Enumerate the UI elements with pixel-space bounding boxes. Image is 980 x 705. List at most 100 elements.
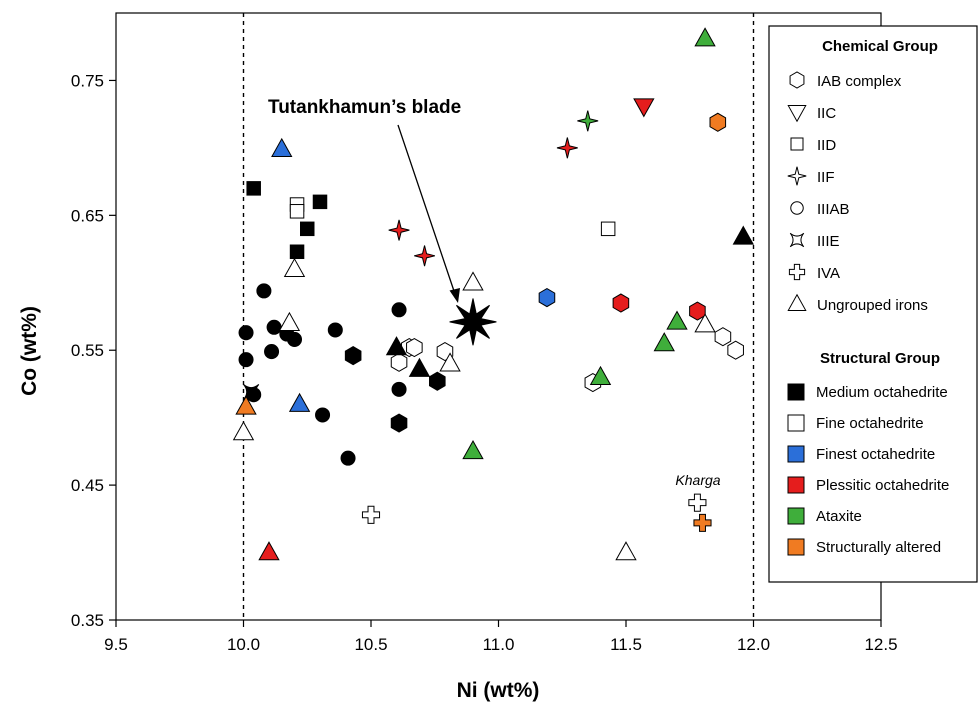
legend-marker-star4 bbox=[787, 166, 807, 186]
data-point-15 bbox=[315, 407, 331, 423]
legend-marker-square bbox=[790, 137, 804, 151]
data-point-58 bbox=[653, 332, 675, 352]
legend-structural-label: Finest octahedrite bbox=[816, 446, 935, 463]
plot-frame bbox=[115, 12, 882, 621]
data-point-19 bbox=[340, 450, 356, 466]
legend-structural-title: Structural Group bbox=[820, 350, 940, 367]
y-tick-label: 0.35 bbox=[71, 611, 104, 630]
y-tick-label: 0.75 bbox=[71, 71, 104, 90]
annotations: Tutankhamun’s blade Kharga bbox=[268, 97, 721, 488]
data-point-28 bbox=[714, 327, 732, 347]
data-point-31 bbox=[612, 293, 630, 313]
data-point-5 bbox=[289, 204, 305, 219]
data-point-0 bbox=[246, 181, 261, 196]
data-point-61 bbox=[258, 541, 280, 561]
legend-swatch bbox=[787, 383, 805, 401]
data-point-18 bbox=[391, 381, 407, 397]
data-point-10 bbox=[266, 319, 282, 335]
legend-chemical-label: IIIE bbox=[817, 233, 840, 250]
data-point-3 bbox=[289, 244, 305, 260]
data-point-11 bbox=[264, 344, 280, 360]
legend-marker-circle bbox=[790, 201, 804, 215]
data-point-57 bbox=[666, 310, 688, 330]
data-point-51 bbox=[439, 352, 461, 372]
data-point-1 bbox=[312, 194, 328, 210]
legend-structural-label: Structurally altered bbox=[816, 539, 941, 556]
x-tick-label: 12.0 bbox=[737, 635, 770, 654]
x-tick-label: 10.5 bbox=[354, 635, 387, 654]
data-point-25 bbox=[406, 337, 423, 358]
legend-structural-label: Fine octahedrite bbox=[816, 415, 924, 432]
data-point-22 bbox=[429, 371, 446, 391]
data-point-46 bbox=[283, 257, 306, 278]
data-point-34 bbox=[633, 98, 655, 118]
legend-structural-label: Medium octahedrite bbox=[816, 384, 948, 401]
data-point-23 bbox=[390, 352, 408, 372]
x-tick-label: 9.5 bbox=[104, 635, 128, 654]
data-point-16 bbox=[327, 322, 343, 338]
data-point-59 bbox=[694, 313, 716, 333]
legend-swatch bbox=[787, 507, 805, 525]
legend-marker-concave bbox=[789, 232, 805, 248]
legend-chemical-label: IVA bbox=[817, 265, 840, 282]
data-point-9 bbox=[238, 352, 254, 368]
legend-marker-triangle bbox=[787, 293, 807, 311]
data-point-60 bbox=[615, 541, 637, 561]
data-point-20 bbox=[344, 346, 362, 366]
x-axis-label: Ni (wt%) bbox=[457, 679, 540, 702]
y-axis-label: Co (wt%) bbox=[18, 306, 41, 396]
legend-swatch bbox=[787, 476, 805, 494]
legend-chemical-label: Ungrouped irons bbox=[817, 297, 928, 314]
data-point-36 bbox=[556, 137, 578, 159]
annotation-kharga: Kharga bbox=[675, 472, 720, 488]
data-point-2 bbox=[300, 221, 315, 237]
legend-chemical-label: IID bbox=[817, 137, 836, 154]
legend-chemical-items: IAB complex IIC IID IIF IIIAB IIIE IVA Ungroupe… bbox=[787, 71, 928, 314]
x-tick-label: 12.5 bbox=[864, 635, 897, 654]
legend-marker-triangle-down bbox=[787, 105, 807, 123]
data-point-41 bbox=[688, 493, 707, 512]
legend-chemical-label: IIIAB bbox=[817, 201, 850, 218]
data-point-6 bbox=[600, 221, 616, 237]
legend-marker-hexagon bbox=[789, 71, 805, 89]
reference-lines bbox=[242, 13, 755, 620]
data-point-17 bbox=[391, 302, 407, 318]
x-tick-label: 10.0 bbox=[227, 635, 260, 654]
data-point-53 bbox=[235, 395, 257, 415]
data-point-29 bbox=[727, 340, 744, 360]
data-point-39 bbox=[243, 383, 260, 401]
data-point-47 bbox=[278, 311, 301, 331]
legend-chemical-label: IIF bbox=[817, 169, 835, 186]
data-point-40 bbox=[361, 505, 381, 524]
data-point-48 bbox=[385, 336, 408, 356]
x-tick-label: 11.5 bbox=[610, 635, 642, 654]
legend-chemical-label: IIC bbox=[817, 105, 836, 122]
legend-swatch bbox=[787, 538, 805, 556]
data-point-56 bbox=[589, 365, 612, 385]
data-point-32 bbox=[689, 301, 706, 321]
annotation-arrowhead bbox=[449, 288, 460, 303]
data-point-52 bbox=[288, 392, 311, 412]
legend-structural-label: Ataxite bbox=[816, 508, 862, 525]
data-point-55 bbox=[462, 440, 484, 460]
data-point-44 bbox=[732, 225, 754, 245]
data-point-43 bbox=[694, 27, 716, 47]
x-tick-label: 11.0 bbox=[483, 635, 515, 654]
data-point-50 bbox=[462, 271, 484, 291]
data-point-13 bbox=[286, 331, 303, 347]
data-points bbox=[232, 27, 754, 561]
x-axis-ticks: 9.5 10.0 10.5 11.0 11.5 12.0 12.5 bbox=[104, 620, 898, 654]
legend: Chemical Group IAB complex IIC IID IIF IIIAB… bbox=[768, 25, 978, 583]
legend-chemical-label: IAB complex bbox=[817, 73, 902, 90]
annotation-tutankhamun-blade: Tutankhamun’s blade bbox=[268, 97, 461, 118]
data-point-35 bbox=[577, 110, 599, 132]
annotation-arrow bbox=[397, 124, 456, 295]
legend-swatch bbox=[787, 445, 805, 463]
data-point-33 bbox=[709, 112, 727, 132]
data-point-7 bbox=[256, 283, 272, 299]
data-point-21 bbox=[390, 413, 408, 433]
legend-swatch bbox=[787, 414, 805, 432]
y-axis-ticks: 0.35 0.45 0.55 0.65 0.75 bbox=[71, 71, 116, 630]
data-point-30 bbox=[538, 288, 556, 308]
